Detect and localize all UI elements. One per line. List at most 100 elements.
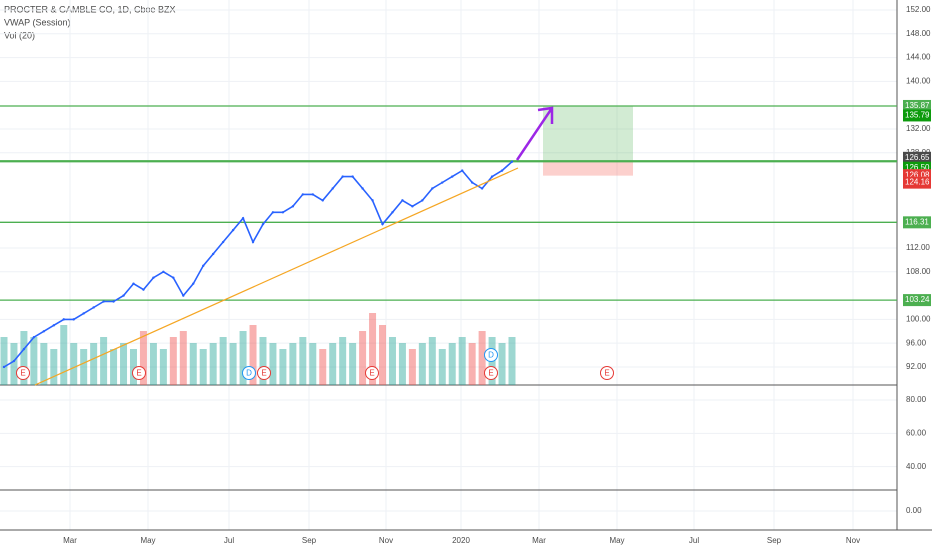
price-tag-label: 135.79 [905, 111, 930, 120]
volume-bar [229, 343, 237, 385]
volume-bar [10, 343, 18, 385]
price-point [281, 211, 285, 214]
price-point [321, 199, 324, 202]
volume-bar [259, 337, 267, 385]
volume-bar [139, 331, 147, 385]
price-point [221, 240, 225, 244]
volume-bar [249, 325, 257, 385]
volume-bar [329, 343, 337, 385]
x-tick-label: Jul [689, 536, 699, 545]
price-point [451, 175, 454, 178]
volume-bar [110, 349, 118, 385]
volume-bar [219, 337, 227, 385]
price-point [411, 205, 414, 208]
volume-bar [418, 343, 426, 385]
x-tick-label: Mar [532, 536, 546, 545]
price-point [52, 324, 56, 327]
y-tick-label: 92.00 [906, 362, 927, 371]
price-point [162, 270, 165, 273]
volume-bar [40, 343, 48, 385]
x-tick-label: Nov [379, 536, 393, 545]
price-point [301, 193, 305, 196]
y-tick-label: 112.00 [906, 243, 930, 252]
event-marker [257, 366, 271, 380]
price-point [291, 205, 295, 208]
volume-bar [468, 343, 476, 385]
price-point [42, 330, 46, 333]
volume-bar [70, 343, 78, 385]
volume-bar [299, 337, 307, 385]
price-tag-label: 103.24 [905, 295, 930, 304]
price-point [142, 288, 145, 291]
price-point [441, 181, 444, 184]
volume-bar [448, 343, 456, 385]
volume-bar [309, 343, 317, 385]
volume-bar [90, 343, 98, 385]
price-point [22, 347, 26, 351]
price-point [62, 318, 65, 321]
event-marker [484, 366, 498, 380]
volume-bar [120, 343, 128, 385]
y-tick-label: 108.00 [906, 267, 931, 276]
price-point [92, 306, 95, 309]
event-label: E [20, 369, 25, 378]
chart-title: PROCTER & GAMBLE CO, 1D, Cboe BZX [4, 4, 176, 14]
price-point [2, 365, 6, 369]
price-tag [903, 216, 931, 229]
stop-zone [543, 161, 633, 176]
volume-bar [508, 337, 516, 385]
price-tag-label: 126.08 [905, 170, 930, 179]
volume-bar [50, 349, 58, 385]
volume-bar [179, 331, 187, 385]
volume-bar [100, 337, 108, 385]
volume-bar [428, 337, 436, 385]
volume-bar [279, 349, 287, 385]
y-tick-label: 100.00 [906, 314, 931, 323]
x-tick-label: 2020 [452, 536, 470, 545]
price-point [311, 193, 314, 196]
price-point [211, 252, 215, 256]
volume-bar [498, 343, 506, 385]
price-point [490, 175, 494, 178]
x-tick-label: May [140, 536, 155, 545]
price-point [271, 211, 275, 214]
price-point [460, 169, 464, 172]
price-point [401, 199, 404, 202]
price-tag [903, 294, 931, 307]
price-point [12, 359, 16, 363]
price-point [112, 300, 115, 303]
indicator-label: Vol (20) [4, 30, 35, 40]
price-point [102, 300, 105, 303]
price-point [431, 187, 434, 190]
volume-bar [289, 343, 297, 385]
volume-bar [60, 325, 68, 385]
event-label: E [136, 369, 141, 378]
volume-bar [80, 349, 88, 385]
y-tick-label: 140.00 [906, 77, 931, 86]
volume-bar [438, 349, 446, 385]
indicator-label: VWAP (Session) [4, 17, 71, 27]
price-point [480, 187, 484, 190]
price-point [132, 282, 135, 285]
price-point [241, 217, 245, 220]
price-point [470, 181, 474, 184]
volume-bar [359, 331, 367, 385]
price-point [32, 336, 36, 339]
event-marker [16, 366, 30, 380]
volume-bar [478, 331, 486, 385]
volume-bar [349, 343, 357, 385]
trend-line [34, 167, 519, 386]
price-point [122, 294, 125, 297]
price-tag-label: 126.65 [905, 153, 930, 162]
price-point [152, 276, 155, 279]
price-point [351, 175, 354, 178]
price-point [391, 211, 394, 214]
price-point [510, 160, 514, 163]
price-point [251, 240, 255, 244]
volume-bar [398, 343, 406, 385]
event-label: E [488, 369, 493, 378]
price-point [72, 318, 75, 321]
price-tag-label: 124.16 [905, 178, 930, 187]
event-marker [242, 366, 256, 380]
